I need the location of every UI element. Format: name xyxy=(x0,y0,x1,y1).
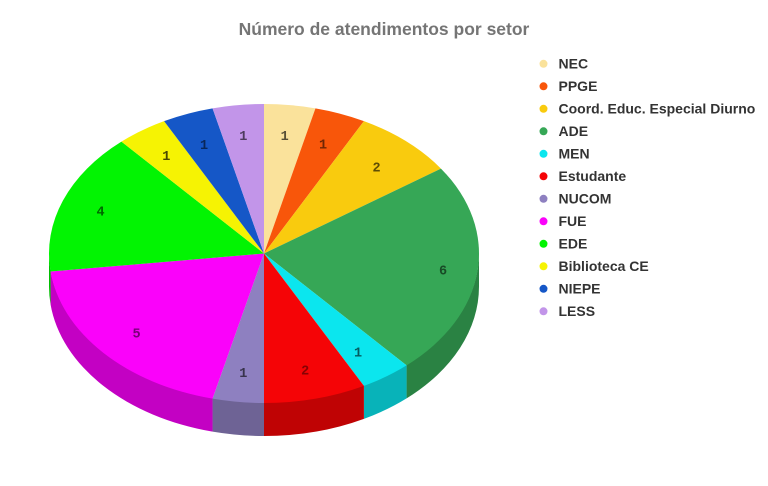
svg-text:1: 1 xyxy=(162,150,170,165)
svg-text:5: 5 xyxy=(132,328,140,343)
svg-text:LESS: LESS xyxy=(559,303,596,319)
svg-text:ADE: ADE xyxy=(559,123,589,139)
svg-text:2: 2 xyxy=(301,365,309,380)
svg-text:1: 1 xyxy=(239,367,247,382)
svg-text:FUE: FUE xyxy=(559,213,587,229)
svg-text:Coord. Educ. Especial Diurno: Coord. Educ. Especial Diurno xyxy=(559,101,756,117)
svg-text:Número de atendimentos por set: Número de atendimentos por setor xyxy=(239,19,530,39)
svg-text:Estudante: Estudante xyxy=(559,168,627,184)
svg-text:4: 4 xyxy=(96,206,104,221)
svg-text:2: 2 xyxy=(372,162,380,177)
svg-text:1: 1 xyxy=(200,139,208,154)
svg-text:NEC: NEC xyxy=(559,56,589,72)
svg-text:NIEPE: NIEPE xyxy=(559,281,601,297)
svg-text:1: 1 xyxy=(319,139,327,154)
svg-text:1: 1 xyxy=(281,130,289,145)
svg-text:NUCOM: NUCOM xyxy=(559,191,612,207)
svg-text:EDE: EDE xyxy=(559,236,588,252)
svg-text:PPGE: PPGE xyxy=(559,78,598,94)
svg-text:1: 1 xyxy=(354,347,362,362)
svg-text:1: 1 xyxy=(239,130,247,145)
svg-text:Biblioteca CE: Biblioteca CE xyxy=(559,258,649,274)
svg-text:6: 6 xyxy=(439,265,447,280)
svg-text:MEN: MEN xyxy=(559,146,590,162)
